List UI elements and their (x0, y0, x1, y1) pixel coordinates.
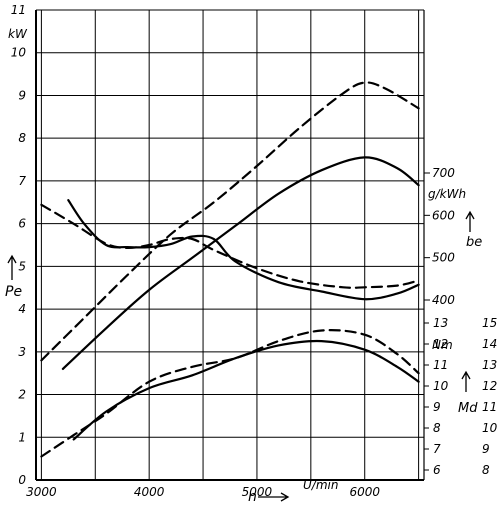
md-outer-tick-label: 14 (482, 337, 497, 351)
series-line (40, 329, 420, 458)
x-tick-label: 3000 (26, 485, 57, 499)
x-tick-label: 4000 (134, 485, 165, 499)
y-tick-label: 10 (11, 46, 27, 60)
y-axis-arrow (7, 254, 17, 280)
md-axis-label: Md (458, 401, 478, 416)
md-outer-tick-label: 9 (482, 442, 490, 456)
be-tick-label: 600 (432, 208, 455, 222)
series-line (61, 156, 420, 370)
md-outer-tick-label: 15 (482, 316, 497, 330)
y-tick-label: 6 (18, 217, 26, 231)
y-tick-label: 1 (18, 430, 26, 444)
be-axis-unit: g/kWh (428, 187, 466, 201)
md-axis-arrow (461, 370, 471, 392)
md-inner-tick-label: 8 (433, 421, 441, 435)
y-axis-unit: kW (8, 27, 28, 41)
grid (35, 9, 430, 481)
be-axis-arrow (465, 210, 475, 232)
md-inner-tick-label: 12 (433, 337, 448, 351)
y-tick-label: 2 (18, 388, 26, 402)
x-tick-label: 6000 (349, 485, 380, 499)
x-tick-label: 5000 (242, 485, 273, 499)
series-line (72, 339, 420, 441)
y-tick-label: 5 (18, 259, 26, 273)
y-tick-label: 3 (18, 345, 26, 359)
be-tick-label: 400 (432, 293, 455, 307)
series-line (40, 81, 420, 362)
y-tick-label: 8 (18, 131, 26, 145)
md-inner-tick-label: 13 (433, 316, 448, 330)
series-line (67, 199, 420, 301)
md-outer-tick-label: 12 (482, 379, 497, 393)
x-axis-label: n (248, 489, 257, 505)
y-tick-label: 7 (18, 174, 26, 188)
md-outer-tick-label: 11 (482, 400, 497, 414)
md-inner-tick-label: 11 (433, 358, 448, 372)
y-tick-label: 0 (18, 473, 26, 487)
md-outer-tick-label: 8 (482, 463, 490, 477)
be-tick-label: 700 (432, 166, 455, 180)
y-tick-label: 4 (18, 302, 26, 316)
md-inner-tick-label: 10 (433, 379, 449, 393)
md-inner-tick-label: 7 (433, 442, 441, 456)
series-group (40, 81, 420, 458)
md-outer-tick-label: 10 (482, 421, 498, 435)
be-axis-label: be (466, 235, 482, 250)
y-tick-label: 9 (18, 88, 26, 102)
series-line (40, 203, 420, 289)
x-axis-arrow (258, 492, 290, 502)
md-axis-unit: Nm (432, 338, 453, 352)
y-axis-label: Pe (5, 284, 22, 300)
md-inner-tick-label: 6 (433, 463, 441, 477)
be-tick-label: 500 (432, 251, 455, 265)
y-tick-label: 11 (11, 3, 26, 17)
md-inner-tick-label: 9 (433, 400, 441, 414)
x-axis-unit: U/min (303, 478, 338, 492)
md-outer-tick-label: 13 (482, 358, 497, 372)
